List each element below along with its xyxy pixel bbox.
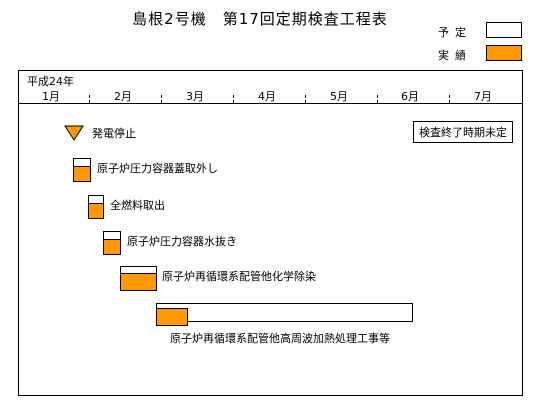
task-actual-bar <box>73 166 91 182</box>
task-actual-bar <box>88 203 104 219</box>
month-tick <box>161 95 162 103</box>
month-tick <box>89 95 90 103</box>
month-tick <box>449 95 450 103</box>
month-label-jan: 1月 <box>42 90 60 103</box>
task-plan-bar <box>156 303 413 322</box>
header-divider <box>18 103 523 104</box>
month-label-apr: 4月 <box>258 90 276 103</box>
legend-actual-label: 実績 <box>438 49 472 62</box>
task-actual-bar <box>103 239 121 255</box>
month-tick <box>233 95 234 103</box>
month-label-jul: 7月 <box>474 90 492 103</box>
month-label-may: 5月 <box>330 90 348 103</box>
month-label-jun: 6月 <box>401 90 419 103</box>
legend-actual-swatch <box>486 45 522 61</box>
task-actual-bar <box>156 308 188 326</box>
legend-plan-swatch <box>486 22 522 38</box>
month-tick <box>305 95 306 103</box>
month-label-feb: 2月 <box>114 90 132 103</box>
month-tick <box>377 95 378 103</box>
task-label: 原子炉圧力容器水抜き <box>127 235 237 248</box>
task-label: 原子炉圧力容器蓋取外し <box>97 162 218 175</box>
month-label-mar: 3月 <box>186 90 204 103</box>
task-label: 原子炉再循環系配管他高周波加熱処理工事等 <box>170 332 390 345</box>
inspection-end-note: 検査終了時期未定 <box>413 121 513 143</box>
legend-plan-label: 予定 <box>438 26 472 39</box>
task-actual-bar <box>120 273 157 291</box>
chart-title: 島根2号機 第17回定期検査工程表 <box>132 10 388 28</box>
year-label: 平成24年 <box>27 75 74 88</box>
milestone-label: 発電停止 <box>92 127 136 140</box>
task-label: 原子炉再循環系配管他化学除染 <box>162 270 316 283</box>
shutdown-triangle-icon <box>64 125 84 141</box>
gantt-frame <box>18 70 523 396</box>
task-label: 全燃料取出 <box>110 199 165 212</box>
